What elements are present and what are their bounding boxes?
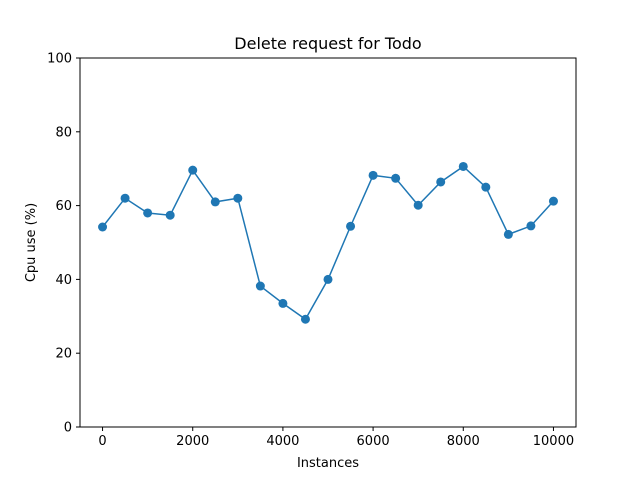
y-axis-label: Cpu use (%) [24,203,39,282]
data-point [143,208,153,218]
data-point [481,182,491,192]
y-tick-label: 40 [55,273,72,288]
y-tick-label: 0 [64,421,72,436]
data-point [458,161,468,171]
x-tick-label: 10000 [533,434,574,449]
y-tick-label: 100 [47,52,72,67]
data-point [413,200,423,210]
data-point [120,193,130,203]
data-point [368,170,378,180]
x-tick-label: 8000 [447,434,480,449]
y-tick-label: 80 [55,125,72,140]
data-points [98,161,558,324]
y-axis: 0 20 40 60 80 100 [47,52,80,436]
data-point [548,196,558,206]
data-point [233,193,243,203]
data-point [503,229,513,239]
data-point [300,314,310,324]
plot-area-frame [79,57,577,428]
x-tick-label: 2000 [176,434,209,449]
x-tick-label: 4000 [266,434,299,449]
data-point [278,298,288,308]
data-point [436,177,446,187]
x-tick-label: 0 [98,434,106,449]
data-point [255,281,265,291]
data-point [526,221,536,231]
data-point [323,274,333,284]
data-point [346,221,356,231]
x-tick-label: 6000 [357,434,390,449]
data-point [98,222,108,232]
data-point [210,197,220,207]
data-point [391,173,401,183]
data-point [188,165,198,175]
chart-title: Delete request for Todo [234,34,421,53]
y-tick-label: 20 [55,347,72,362]
x-axis-label: Instances [297,456,359,471]
x-axis: 0 2000 4000 6000 8000 10000 [98,427,574,449]
y-tick-label: 60 [55,199,72,214]
data-point [165,210,175,220]
